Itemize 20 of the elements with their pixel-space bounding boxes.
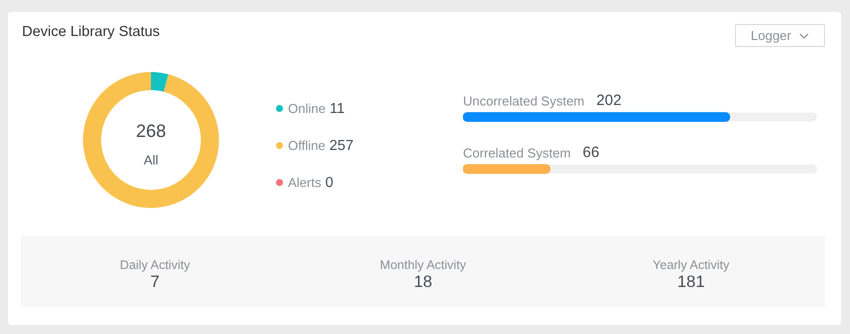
data-label: 181 — [676, 273, 706, 292]
data-label: 202 — [596, 92, 622, 110]
data-label: 66 — [582, 144, 600, 162]
chart-title: Device Library Status — [22, 24, 160, 40]
data-label: 11 — [330, 100, 345, 116]
category-label: Yearly Activity — [652, 258, 730, 272]
data-label: 257 — [329, 138, 354, 154]
category-label: Correlated System — [463, 146, 571, 161]
legend-label: Offline — [288, 138, 326, 153]
data-label: 18 — [412, 273, 434, 292]
category-label: Uncorrelated System — [463, 94, 584, 109]
category-label: Daily Activity — [118, 258, 192, 272]
text: All — [144, 152, 158, 168]
text: 0 — [325, 174, 334, 190]
data-label: 7 — [149, 273, 161, 292]
legend-label: Online — [288, 101, 326, 116]
legend-label: Alerts — [288, 175, 322, 190]
category-label: Monthly Activity — [378, 258, 468, 272]
text: 268 — [136, 120, 166, 141]
text: Logger — [750, 28, 792, 43]
